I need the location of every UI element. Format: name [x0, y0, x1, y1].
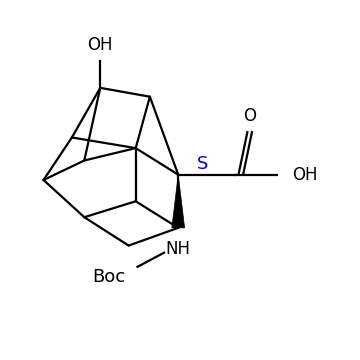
Text: OH: OH: [292, 166, 317, 184]
Text: Boc: Boc: [93, 269, 126, 287]
Text: S: S: [197, 155, 209, 173]
Polygon shape: [172, 175, 185, 228]
Text: O: O: [243, 107, 256, 125]
Text: NH: NH: [166, 240, 191, 258]
Text: OH: OH: [87, 36, 113, 54]
